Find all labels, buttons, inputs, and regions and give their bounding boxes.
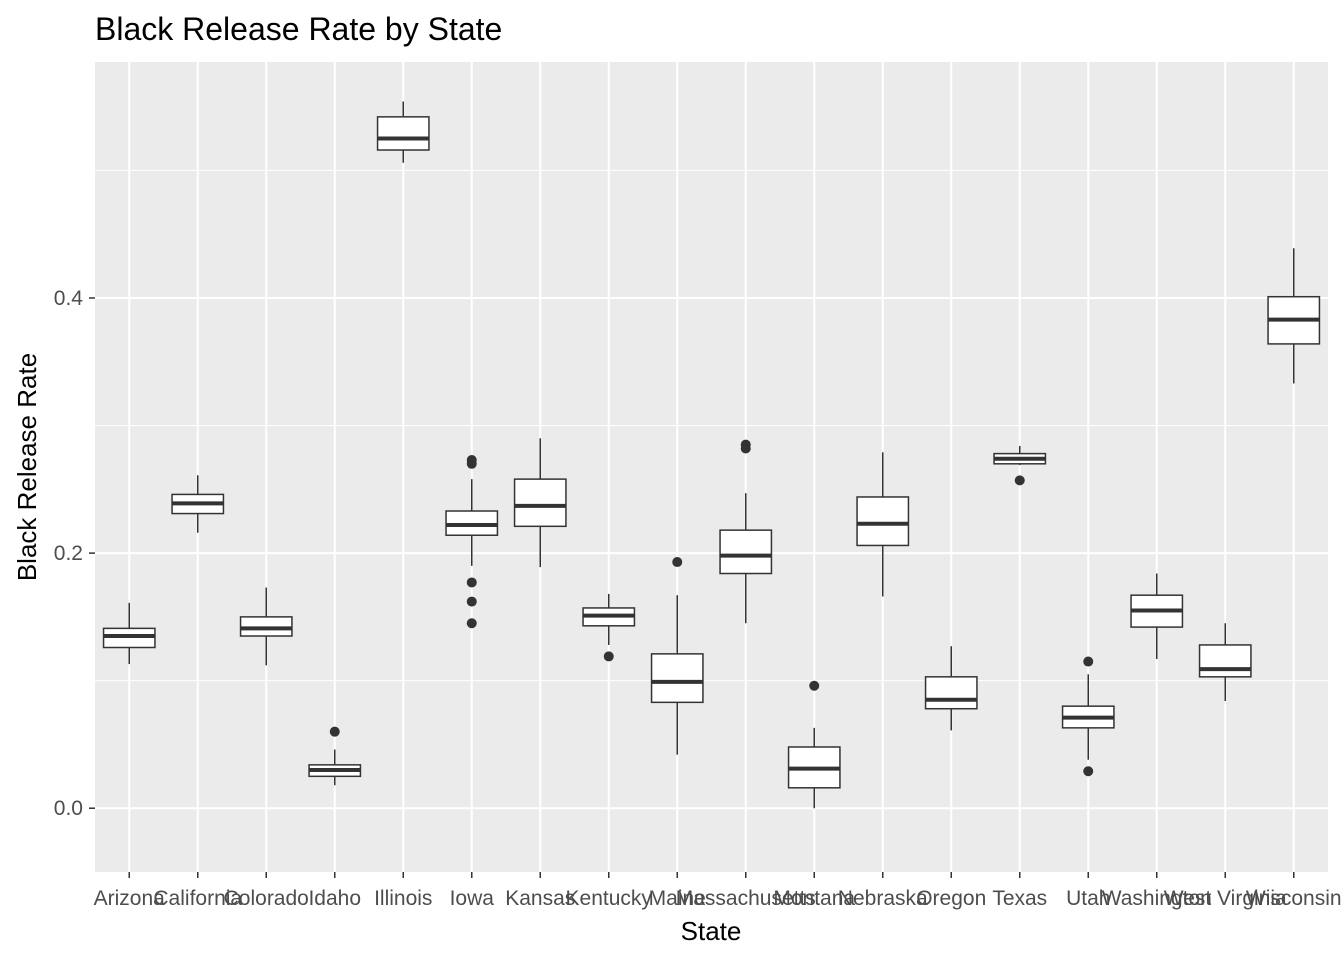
box-west-virginia	[1198, 623, 1252, 702]
x-tick-label: Illinois	[374, 887, 432, 910]
box-utah	[1061, 656, 1115, 777]
outlier-point	[466, 618, 477, 629]
y-axis: 0.0 0.2 0.4	[54, 287, 95, 820]
box-washington	[1130, 573, 1184, 659]
x-tick-label: Arizona	[94, 887, 166, 910]
outlier-point	[466, 577, 477, 588]
outlier-point	[809, 680, 820, 691]
box-montana	[787, 680, 841, 809]
box-arizona	[102, 602, 156, 665]
box-massachusetts	[719, 439, 773, 624]
box-iqr	[924, 676, 978, 710]
outlier-point	[740, 439, 751, 450]
box-kentucky	[582, 593, 636, 662]
outlier-point	[1014, 475, 1025, 486]
x-tick-label: Kentucky	[566, 887, 653, 910]
box-iqr	[376, 116, 430, 151]
box-nebraska	[856, 452, 910, 597]
x-tick-label: Utah	[1066, 887, 1110, 910]
box-iqr	[856, 496, 910, 547]
chart-title: Black Release Rate by State	[95, 11, 502, 47]
box-illinois	[376, 101, 430, 163]
y-tick-label: 0.0	[54, 797, 83, 820]
x-tick-label: Maine	[649, 887, 706, 910]
plot-panel	[95, 62, 1328, 872]
x-axis-title: State	[681, 916, 742, 946]
y-axis-title: Black Release Rate	[12, 353, 42, 581]
box-colorado	[239, 587, 293, 666]
box-california	[171, 475, 225, 533]
y-tick-label: 0.2	[54, 542, 83, 565]
outlier-point	[603, 651, 614, 662]
box-maine	[650, 557, 704, 755]
x-tick-label: Colorado	[224, 887, 309, 910]
box-iqr	[513, 478, 567, 528]
outlier-point	[466, 454, 477, 465]
box-iqr	[1198, 644, 1252, 678]
outlier-point	[466, 596, 477, 607]
x-tick-label: California	[153, 887, 242, 910]
box-oregon	[924, 646, 978, 731]
outlier-point	[1083, 656, 1094, 667]
box-idaho	[308, 726, 362, 786]
x-tick-label: Nebraska	[838, 887, 928, 910]
box-iqr	[650, 653, 704, 704]
x-tick-label: Wisconsin	[1246, 887, 1342, 910]
x-tick-label: Iowa	[450, 887, 495, 910]
minor-gridlines	[95, 169, 1328, 682]
outlier-point	[329, 726, 340, 737]
x-tick-label: Montana	[773, 887, 855, 910]
y-tick-label: 0.4	[54, 287, 84, 310]
outlier-point	[1083, 766, 1094, 777]
x-tick-label: Oregon	[916, 887, 986, 910]
outlier-point	[672, 557, 683, 568]
x-tick-label: Idaho	[308, 887, 361, 910]
box-wisconsin	[1267, 248, 1321, 384]
box-texas	[993, 445, 1047, 486]
box-iowa	[445, 454, 499, 629]
box-iqr	[719, 529, 773, 575]
x-tick-label: Washington	[1102, 887, 1212, 910]
x-tick-label: West Virginia	[1164, 887, 1287, 910]
x-tick-label: Texas	[992, 887, 1047, 910]
x-tick-label: Massachusetts	[676, 887, 816, 910]
box-series	[102, 101, 1321, 809]
box-kansas	[513, 438, 567, 568]
x-tick-label: Kansas	[505, 887, 575, 910]
